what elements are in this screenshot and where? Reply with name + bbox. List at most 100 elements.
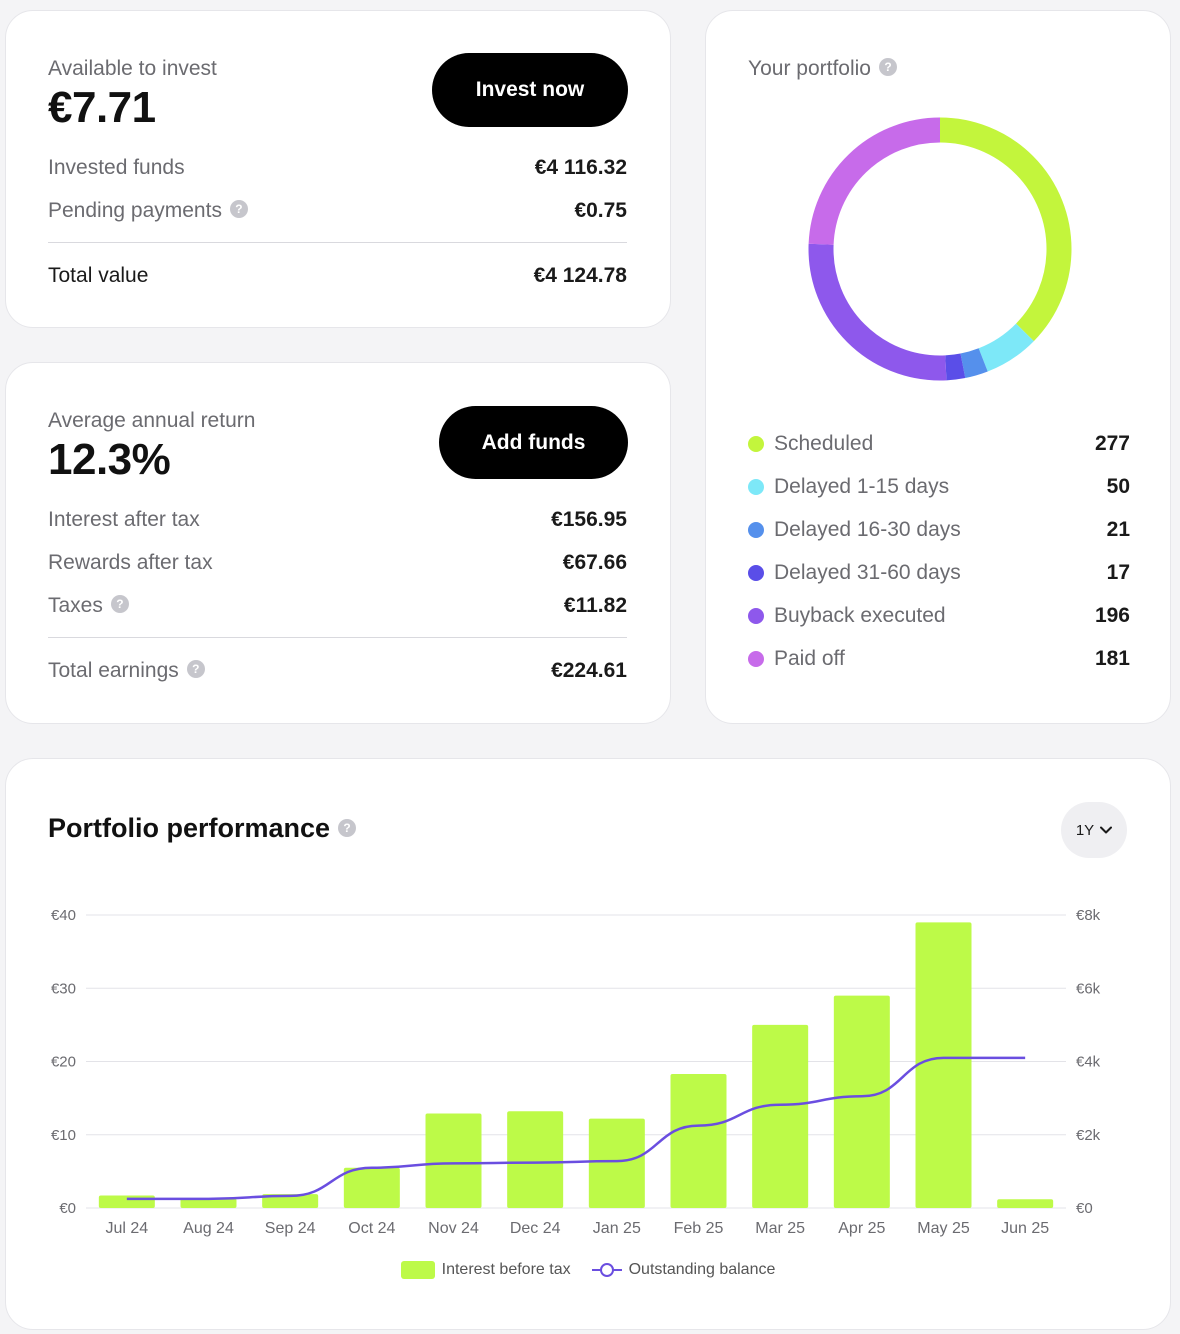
x-tick: Nov 24 — [428, 1220, 479, 1237]
total-earnings-value: €224.61 — [551, 659, 627, 682]
performance-card: Portfolio performance? 1Y €0 €0 €10 €2k €20 €… — [5, 758, 1171, 1330]
bar-jan-25[interactable] — [588, 1118, 645, 1208]
y-left-tick: €20 — [51, 1054, 76, 1071]
legend-value: 181 — [1094, 647, 1130, 670]
taxes-value: €11.82 — [563, 594, 627, 617]
interest-after-tax-label: Interest after tax — [48, 508, 200, 531]
legend-swatch-line — [591, 1263, 622, 1277]
legend-value: 196 — [1094, 604, 1130, 627]
bar-dec-24[interactable] — [507, 1111, 564, 1208]
rewards-after-tax-label: Rewards after tax — [48, 551, 213, 574]
question-icon[interactable]: ? — [878, 58, 897, 77]
legend-row[interactable]: Buyback executed 196 — [748, 601, 1130, 631]
x-tick: Jul 24 — [105, 1220, 148, 1237]
x-tick: Jun 25 — [1001, 1220, 1049, 1237]
legend-dot-icon — [748, 479, 764, 495]
legend-value: 17 — [1106, 561, 1130, 584]
x-tick: Mar 25 — [755, 1220, 805, 1237]
bar-jun-25[interactable] — [997, 1199, 1054, 1208]
y-right-tick: €6k — [1076, 980, 1101, 997]
balance-line[interactable] — [126, 1056, 1026, 1201]
invested-funds-value: €4 116.32 — [534, 156, 627, 179]
bar-oct-24[interactable] — [343, 1167, 400, 1208]
total-value-label: Total value — [48, 264, 149, 287]
bar-jul-24[interactable] — [98, 1195, 155, 1208]
legend-dot-icon — [748, 436, 764, 452]
total-value-value: €4 124.78 — [533, 264, 627, 287]
bar-apr-25[interactable] — [833, 995, 890, 1208]
portfolio-title: Your portfolio — [748, 57, 871, 80]
bar-sep-24[interactable] — [262, 1194, 319, 1208]
legend-swatch-bar — [400, 1261, 435, 1279]
portfolio-donut-chart — [808, 117, 1072, 381]
bar-aug-24[interactable] — [180, 1198, 237, 1208]
legend-label-interest: Interest before tax — [441, 1261, 571, 1278]
pending-payments-value: €0.75 — [574, 199, 627, 222]
y-left-tick: €40 — [51, 907, 76, 924]
annual-return-value: 12.3% — [48, 435, 171, 484]
x-tick: Sep 24 — [265, 1220, 316, 1237]
legend-dot-icon — [748, 608, 764, 624]
legend-row[interactable]: Delayed 16-30 days 21 — [748, 515, 1130, 545]
bar-mar-25[interactable] — [752, 1024, 809, 1208]
question-icon[interactable]: ? — [110, 595, 129, 614]
y-left-tick: €0 — [59, 1200, 76, 1217]
donut-slice-paid-off[interactable] — [808, 117, 1072, 381]
legend-label: Delayed 1-15 days — [774, 475, 950, 498]
available-card: Available to invest €7.71 Invest now Inv… — [5, 10, 671, 328]
legend-item-balance[interactable]: Outstanding balance — [591, 1261, 776, 1279]
chart-legend: Interest before tax Outstanding balance — [6, 1261, 1170, 1279]
legend-label: Scheduled — [774, 432, 874, 455]
legend-value: 277 — [1094, 432, 1130, 455]
add-funds-button[interactable]: Add funds — [439, 406, 628, 479]
pending-payments-label: Pending payments — [48, 199, 222, 222]
legend-row[interactable]: Paid off 181 — [748, 644, 1130, 674]
legend-label-balance: Outstanding balance — [628, 1261, 776, 1278]
bar-may-25[interactable] — [915, 922, 972, 1208]
rewards-after-tax-value: €67.66 — [562, 551, 627, 574]
invested-funds-label: Invested funds — [48, 156, 185, 179]
y-right-tick: €4k — [1076, 1054, 1101, 1071]
legend-label: Delayed 16-30 days — [774, 518, 961, 541]
x-tick: Apr 25 — [838, 1220, 885, 1237]
chevron-down-icon — [1100, 826, 1113, 834]
legend-dot-icon — [748, 522, 764, 538]
divider — [48, 242, 627, 243]
legend-row[interactable]: Delayed 1-15 days 50 — [748, 472, 1130, 502]
legend-dot-icon — [748, 651, 764, 667]
y-right-tick: €2k — [1076, 1127, 1101, 1144]
x-tick: Aug 24 — [183, 1220, 234, 1237]
invest-now-button[interactable]: Invest now — [432, 53, 628, 127]
taxes-label: Taxes — [48, 594, 103, 617]
bar-nov-24[interactable] — [425, 1113, 482, 1208]
y-left-tick: €30 — [51, 980, 76, 997]
pending-payments-row: Pending payments? — [48, 199, 248, 223]
y-left-tick: €10 — [51, 1127, 76, 1144]
donut-slice-buyback-executed[interactable] — [808, 117, 1072, 381]
divider — [48, 637, 627, 638]
legend-value: 21 — [1106, 518, 1130, 541]
question-icon[interactable]: ? — [186, 660, 205, 679]
period-dropdown[interactable]: 1Y — [1061, 802, 1127, 858]
portfolio-title-row: Your portfolio? — [748, 57, 897, 81]
performance-chart: €0 €0 €10 €2k €20 €4k €30 €6k €40 €8k Jul 24 Aug 24… — [51, 907, 1101, 1237]
total-earnings-label: Total earnings — [48, 659, 179, 682]
x-tick: Feb 25 — [674, 1220, 724, 1237]
performance-title: Portfolio performance — [48, 813, 331, 843]
legend-item-interest[interactable]: Interest before tax — [400, 1261, 571, 1279]
bar-feb-25[interactable] — [670, 1073, 727, 1208]
question-icon[interactable]: ? — [338, 818, 357, 837]
y-right-tick: €8k — [1076, 907, 1101, 924]
total-earnings-row: Total earnings? — [48, 659, 205, 683]
x-tick: Jan 25 — [593, 1220, 641, 1237]
legend-label: Delayed 31-60 days — [774, 561, 961, 584]
returns-card: Average annual return 12.3% Add funds In… — [5, 362, 671, 724]
legend-row[interactable]: Scheduled 277 — [748, 429, 1130, 459]
question-icon[interactable]: ? — [229, 200, 248, 219]
annual-return-label: Average annual return — [48, 409, 256, 432]
legend-row[interactable]: Delayed 31-60 days 17 — [748, 558, 1130, 588]
interest-after-tax-value: €156.95 — [551, 508, 627, 531]
legend-label: Paid off — [774, 647, 845, 670]
legend-value: 50 — [1106, 475, 1130, 498]
performance-title-row: Portfolio performance? — [48, 813, 357, 844]
